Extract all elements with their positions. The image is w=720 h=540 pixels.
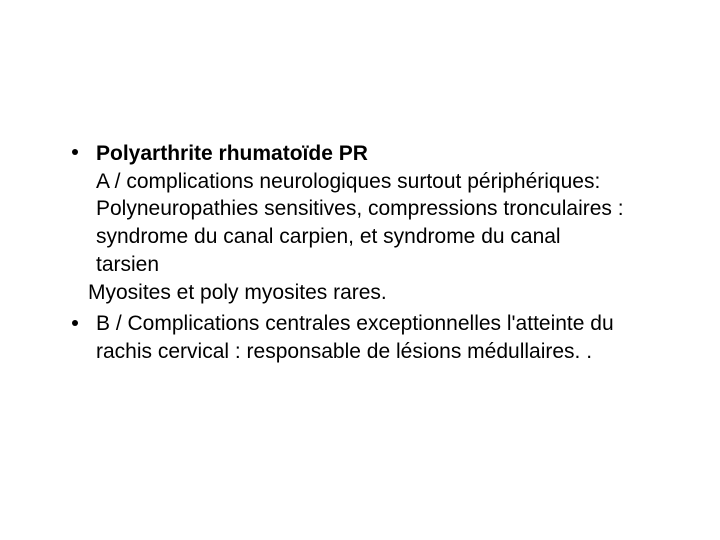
slide: Polyarthrite rhumatoïde PR A / complicat…	[0, 0, 720, 540]
item-line: rachis cervical : responsable de lésions…	[96, 338, 660, 366]
item-line: Polyneuropathies sensitives, compression…	[96, 195, 660, 223]
bullet-list: Polyarthrite rhumatoïde PR A / complicat…	[60, 140, 660, 366]
list-item: B / Complications centrales exceptionnel…	[60, 310, 660, 365]
bullet-icon	[72, 149, 78, 155]
item-line: syndrome du canal carpien, et syndrome d…	[96, 223, 660, 251]
item-title: Polyarthrite rhumatoïde PR	[96, 142, 368, 165]
item-line: B / Complications centrales exceptionnel…	[96, 312, 614, 335]
bullet-icon	[72, 320, 78, 326]
item-line: A / complications neurologiques surtout …	[96, 168, 660, 196]
item-line: tarsien	[96, 251, 660, 279]
list-item: Polyarthrite rhumatoïde PR A / complicat…	[60, 140, 660, 306]
item-trailing: Myosites et poly myosites rares.	[88, 279, 660, 307]
